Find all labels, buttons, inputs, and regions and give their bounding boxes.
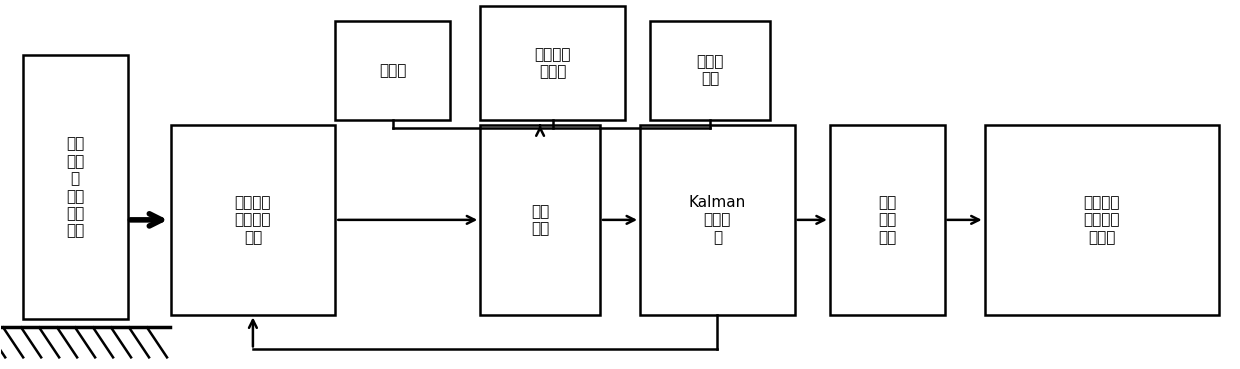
Text: 地表磁
标记: 地表磁 标记 [696, 54, 724, 87]
Text: 三轴
陀螺
仪
三轴
加速
度计: 三轴 陀螺 仪 三轴 加速 度计 [66, 137, 84, 238]
FancyBboxPatch shape [480, 6, 625, 120]
Text: 里程仪: 里程仪 [379, 63, 407, 78]
Text: 误差
计算: 误差 计算 [531, 204, 549, 236]
FancyBboxPatch shape [650, 21, 770, 120]
FancyBboxPatch shape [480, 125, 600, 314]
Text: 捷联惯性
导航系统
解算: 捷联惯性 导航系统 解算 [234, 195, 272, 245]
FancyBboxPatch shape [22, 55, 128, 320]
Text: 数据
平滑
处理: 数据 平滑 处理 [878, 195, 897, 245]
FancyBboxPatch shape [985, 125, 1219, 314]
FancyBboxPatch shape [830, 125, 945, 314]
FancyBboxPatch shape [640, 125, 795, 314]
FancyBboxPatch shape [335, 21, 450, 120]
Text: Kalman
滤波估
计: Kalman 滤波估 计 [688, 195, 746, 245]
Text: 管道地理
坐标保存
及显示: 管道地理 坐标保存 及显示 [1084, 195, 1120, 245]
Text: 管道连接
器检测: 管道连接 器检测 [534, 47, 570, 79]
FancyBboxPatch shape [171, 125, 335, 314]
